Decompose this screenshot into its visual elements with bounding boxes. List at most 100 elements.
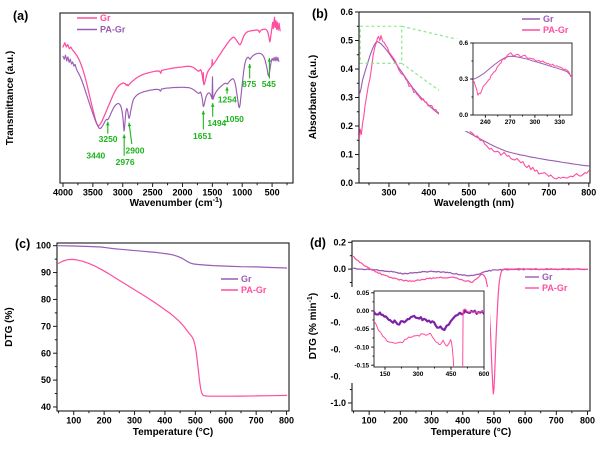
d-x-tick-label: 200: [393, 416, 408, 426]
c-y-axis-title: DTG (%): [4, 307, 15, 346]
c-y-tick-label: 80: [41, 295, 51, 305]
d-x-axis-title: Temperature (°C): [431, 427, 512, 438]
c-x-tick-label: 400: [157, 416, 172, 426]
d-inset-y-tick-label: -0.05: [354, 326, 369, 333]
a-x-axis-title: Wavenumber (cm-1): [130, 195, 223, 209]
b-y-tick-label: 0.0: [340, 178, 353, 188]
annotation-arrowhead: [225, 86, 229, 91]
d-inset-y-tick-label: 0.00: [357, 308, 370, 315]
c-y-tick-label: 90: [41, 268, 51, 278]
a-axes-frame: [59, 12, 294, 184]
annotation-arrowhead: [267, 58, 272, 62]
b-x-tick-label: 800: [581, 188, 596, 198]
annotation-arrowhead: [247, 64, 252, 68]
a-annotation: 3440: [86, 150, 105, 160]
c-x-tick-label: 500: [188, 416, 203, 426]
b-x-tick-label: 400: [421, 188, 436, 198]
d-inset-y-tick-label: -0.10: [354, 344, 369, 351]
chart-a: 4000 3500 3000 2500 2000 1500 1000 500 3440 3250 2…: [5, 9, 294, 209]
b-inset-plot: 240 270 300 330 0.0 0.3 0.6: [439, 39, 578, 131]
d-legend-label-Gr: Gr: [542, 272, 553, 282]
b-x-tick-label: 600: [501, 188, 516, 198]
d-y-tick-label: 0.2: [333, 237, 346, 247]
chart-d: 100 200 300 400 500 600 700 800 0.2 0.0 -0.2 -0.4 -0…: [307, 236, 595, 438]
d-x-tick-label: 800: [580, 416, 595, 426]
b-legend-label-Gr: Gr: [543, 14, 554, 24]
b-inset-x-tick-label: 330: [554, 119, 565, 126]
d-y-tick-label: -1.0: [330, 398, 346, 408]
c-panel-label: (c): [15, 237, 30, 251]
d-x-tick-label: 300: [424, 416, 439, 426]
a-plot: 4000 3500 3000 2500 2000 1500 1000 500 3440 3250 2…: [53, 12, 294, 198]
d-inset-x-tick-label: 150: [380, 371, 391, 378]
d-inset-x-tick-label: 300: [413, 371, 424, 378]
d-y-tick-label: 0.0: [333, 264, 346, 274]
annotation-arrowhead: [210, 103, 215, 107]
a-annotation: 1254: [218, 94, 237, 104]
d-panel-label: (d): [310, 236, 326, 250]
b-inset-x-tick-label: 300: [529, 119, 540, 126]
d-y-tick-label: -0.6: [330, 344, 346, 354]
d-inset-y-tick-label: -0.15: [354, 362, 369, 369]
b-y-tick-label: 0.3: [340, 93, 353, 103]
chart-c: 100 200 300 400 500 600 700 800 40 50 60 70 80 90 100 G…: [4, 237, 294, 438]
d-y-axis-title: DTG (% min-1): [307, 293, 319, 359]
d-x-tick-label: 400: [455, 416, 470, 426]
b-inset-y-tick-label: 0.0: [459, 112, 468, 119]
a-annotation: 875: [242, 79, 256, 89]
b-inset-series-Gr: [473, 55, 572, 81]
annotation-arrowhead: [122, 134, 126, 139]
d-y-tick-label: -0.4: [330, 318, 346, 328]
c-legend-label-PA-Gr: PA-Gr: [241, 285, 267, 295]
a-legend: Gr PA-Gr: [77, 13, 126, 35]
b-y-tick-label: 0.5: [340, 36, 353, 46]
d-x-tick-label: 600: [518, 416, 533, 426]
a-annotation: 2900: [126, 145, 145, 155]
a-annotation: 2976: [116, 157, 135, 167]
b-inset-x-tick-label: 270: [505, 119, 516, 126]
d-legend-label-PA-Gr: PA-Gr: [542, 283, 568, 293]
d-y-tick-label: -0.2: [330, 291, 346, 301]
annotation-arrowhead: [201, 110, 206, 115]
b-zoom-region: [359, 25, 403, 64]
d-x-tick-label: 500: [486, 416, 501, 426]
c-y-tick-label: 60: [41, 348, 51, 358]
c-legend-label-Gr: Gr: [241, 274, 252, 284]
panel-a: 4000 3500 3000 2500 2000 1500 1000 500 3440 3250 2…: [0, 0, 306, 229]
d-x-tick-label: 700: [549, 416, 564, 426]
b-legend-label-PA-Gr: PA-Gr: [543, 25, 569, 35]
b-inset-y-tick-label: 0.6: [459, 40, 468, 47]
chart-b: 300 400 500 600 700 8000.00.10.20.30.40.50.62…: [308, 7, 596, 209]
b-inset-axes-frame: [472, 42, 573, 116]
b-x-tick-label: 500: [461, 188, 476, 198]
a-x-tick-label: 3500: [83, 188, 103, 198]
b-panel-label: (b): [312, 7, 328, 21]
b-x-axis-title: Wavelength (nm): [434, 198, 514, 209]
b-y-tick-label: 0.1: [340, 150, 353, 160]
a-annotation: 1651: [193, 131, 212, 141]
c-x-axis-title: Temperature (°C): [133, 427, 214, 438]
a-annotation: 1494: [207, 118, 226, 128]
b-zoom-connector-top: [401, 25, 474, 44]
b-inset-series-PA-Gr: [473, 52, 572, 96]
c-x-tick-label: 100: [66, 416, 81, 426]
panel-d: 100 200 300 400 500 600 700 800 0.2 0.0 -0.2 -0.4 -0…: [307, 229, 613, 458]
a-y-axis-title: Transmittance (a.u.): [5, 51, 16, 145]
c-series-PA-Gr: [57, 258, 288, 397]
annotation-arrowhead: [105, 121, 110, 126]
a-annotation: 3250: [99, 134, 118, 144]
b-y-axis-title: Absorbance (a.u.): [308, 55, 319, 139]
a-annotation: 545: [262, 79, 276, 89]
b-y-tick-label: 0.2: [340, 121, 353, 131]
d-x-tick-label: 100: [362, 416, 377, 426]
c-x-tick-label: 600: [218, 416, 233, 426]
a-x-tick-label: 1500: [202, 188, 222, 198]
c-y-tick-label: 50: [41, 375, 51, 385]
c-x-tick-label: 700: [249, 416, 264, 426]
b-y-tick-label: 0.6: [340, 7, 353, 17]
b-x-tick-label: 300: [381, 188, 396, 198]
c-y-tick-label: 100: [36, 241, 51, 251]
